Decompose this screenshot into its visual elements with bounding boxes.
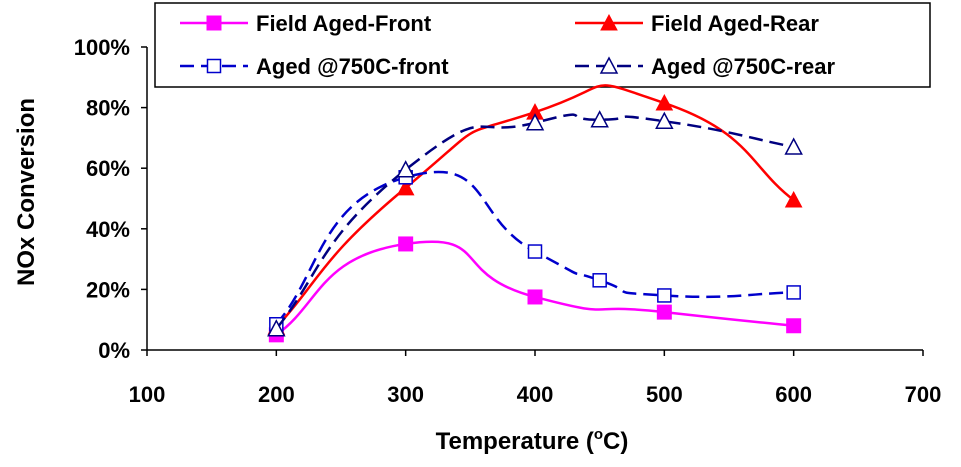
y-tick-label: 100% bbox=[74, 35, 130, 60]
data-point-filled-square bbox=[786, 318, 802, 334]
data-point-open-square bbox=[786, 285, 801, 300]
legend-marker bbox=[206, 58, 222, 74]
data-point-filled-triangle bbox=[784, 190, 803, 208]
data-point-open-triangle bbox=[396, 160, 415, 178]
x-axis-title: Temperature (oC) bbox=[436, 426, 629, 455]
legend-marker bbox=[599, 56, 619, 74]
legend-marker bbox=[206, 15, 222, 31]
series-3 bbox=[269, 170, 801, 332]
y-tick-label: 0% bbox=[98, 338, 130, 363]
legend: Field Aged-Front Field Aged-Rear Aged @750… bbox=[180, 11, 836, 79]
legend-label: Field Aged-Front bbox=[256, 11, 432, 36]
y-tick-label: 40% bbox=[86, 217, 130, 242]
y-tick-label: 20% bbox=[86, 277, 130, 302]
series-line bbox=[275, 113, 794, 330]
legend-label: Aged @750C-rear bbox=[651, 54, 836, 79]
data-point-open-square bbox=[527, 244, 543, 259]
data-point-open-triangle bbox=[655, 111, 674, 129]
legend-label: Field Aged-Rear bbox=[651, 11, 819, 36]
data-point-open-triangle bbox=[784, 137, 803, 155]
series-4 bbox=[267, 110, 803, 337]
x-tick-label: 700 bbox=[905, 382, 942, 407]
data-point-open-triangle bbox=[267, 319, 286, 337]
legend-marker bbox=[600, 13, 618, 31]
y-tick-label: 60% bbox=[86, 156, 130, 181]
series-group bbox=[267, 84, 803, 343]
data-point-open-square bbox=[657, 288, 672, 303]
x-tick-label: 100 bbox=[129, 382, 166, 407]
x-tick-label: 200 bbox=[258, 382, 295, 407]
legend-box bbox=[154, 2, 931, 88]
data-point-open-triangle bbox=[525, 113, 545, 131]
x-tick-label: 400 bbox=[517, 382, 554, 407]
x-tick-label: 300 bbox=[387, 382, 424, 407]
legend-label: Aged @750C-front bbox=[256, 54, 449, 79]
x-tick-label: 500 bbox=[646, 382, 683, 407]
data-point-open-square bbox=[592, 273, 607, 288]
y-axis-title: NOx Conversion bbox=[13, 98, 40, 286]
data-point-open-triangle bbox=[590, 110, 609, 128]
x-tick-label: 600 bbox=[775, 382, 812, 407]
y-tick-label: 80% bbox=[86, 96, 130, 121]
data-point-filled-triangle bbox=[655, 93, 674, 111]
data-point-filled-square bbox=[527, 289, 543, 305]
data-point-filled-square bbox=[656, 304, 672, 320]
axes: 100 200 300 400 500 600 700 0% 20% 40% 60% 80% 100% bbox=[74, 35, 942, 407]
data-point-filled-square bbox=[398, 236, 414, 252]
data-point-filled-triangle bbox=[396, 178, 415, 196]
